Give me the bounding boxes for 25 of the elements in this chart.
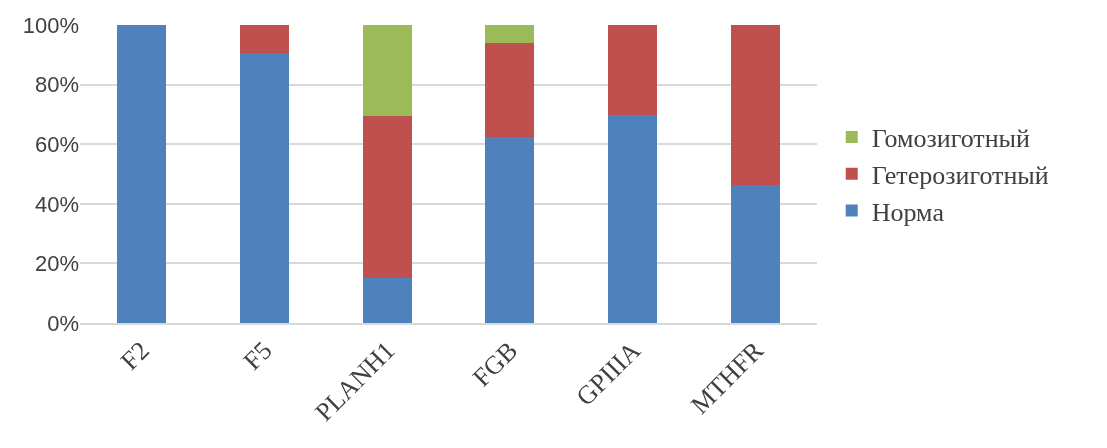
bar xyxy=(116,25,166,323)
bar xyxy=(362,25,412,116)
bar xyxy=(485,25,535,43)
x-tick-label: FGB xyxy=(467,335,524,393)
legend-label: Гомозиготный xyxy=(871,124,1031,154)
bar xyxy=(239,25,289,54)
x-tick-label: F2 xyxy=(114,335,155,376)
y-tick-label: 40% xyxy=(34,191,79,217)
bar xyxy=(362,115,412,278)
y-tick-label: 80% xyxy=(34,72,79,98)
bar xyxy=(731,185,781,323)
y-tick-label: 0% xyxy=(47,310,79,336)
y-tick-label: 60% xyxy=(34,131,79,157)
bar xyxy=(485,42,535,138)
legend-label: Гетерозиготный xyxy=(871,160,1049,190)
y-tick-label: 100% xyxy=(22,12,79,38)
bar xyxy=(239,53,289,323)
bar xyxy=(485,137,535,323)
x-tick-label: F5 xyxy=(237,335,278,376)
bar xyxy=(608,25,658,115)
bar xyxy=(608,115,658,323)
legend-label: Норма xyxy=(871,197,945,227)
bar xyxy=(362,278,412,323)
bar xyxy=(731,25,781,186)
y-tick-label: 20% xyxy=(34,251,79,277)
